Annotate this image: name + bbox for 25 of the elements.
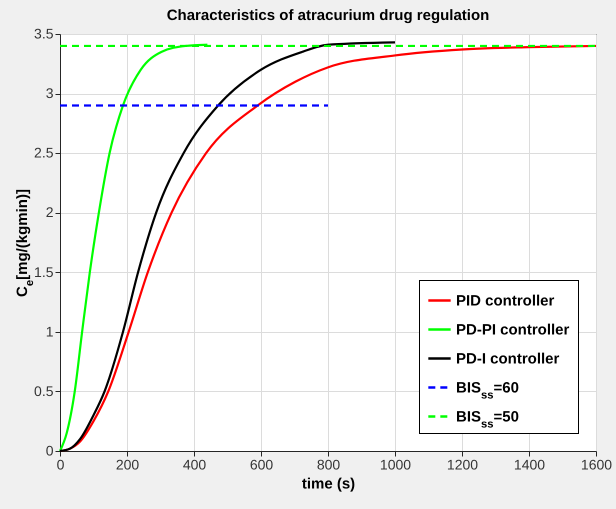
legend-label: BIS$_{ss}$=50 [456,408,519,430]
x-tick-label: 400 [182,456,206,472]
x-tick-label: 200 [116,456,140,472]
chart-title: Characteristics of atracurium drug regulation [166,7,490,24]
x-tick-label: 1000 [380,456,412,472]
line-series [58,41,396,452]
y-tick-label: 1 [46,323,54,340]
x-tick-label: 600 [250,456,274,472]
x-tick-label: 0 [56,456,65,472]
x-tick-label: 1200 [446,456,478,472]
x-tick-label: 800 [316,456,340,472]
y-tick-label: 0.5 [34,382,54,399]
legend-label: BIS$_{ss}$=60 [456,380,519,402]
y-tick-label: 0 [46,442,54,458]
x-tick-label: 1400 [514,456,546,472]
legend-label: PID controller [456,292,555,310]
y-tick-label: 3.5 [34,26,54,42]
y-tick-label: 2 [46,204,54,220]
y-tick-label: 3 [46,85,54,102]
x-axis-title: time (s) [302,476,356,492]
legend-label: PD-I controller [456,350,560,368]
legend-label: PD-PI controller [456,322,570,338]
y-tick-label: 2.5 [34,144,54,161]
x-tick-label: 1600 [580,456,612,472]
y-tick-label: 1.5 [34,264,54,280]
